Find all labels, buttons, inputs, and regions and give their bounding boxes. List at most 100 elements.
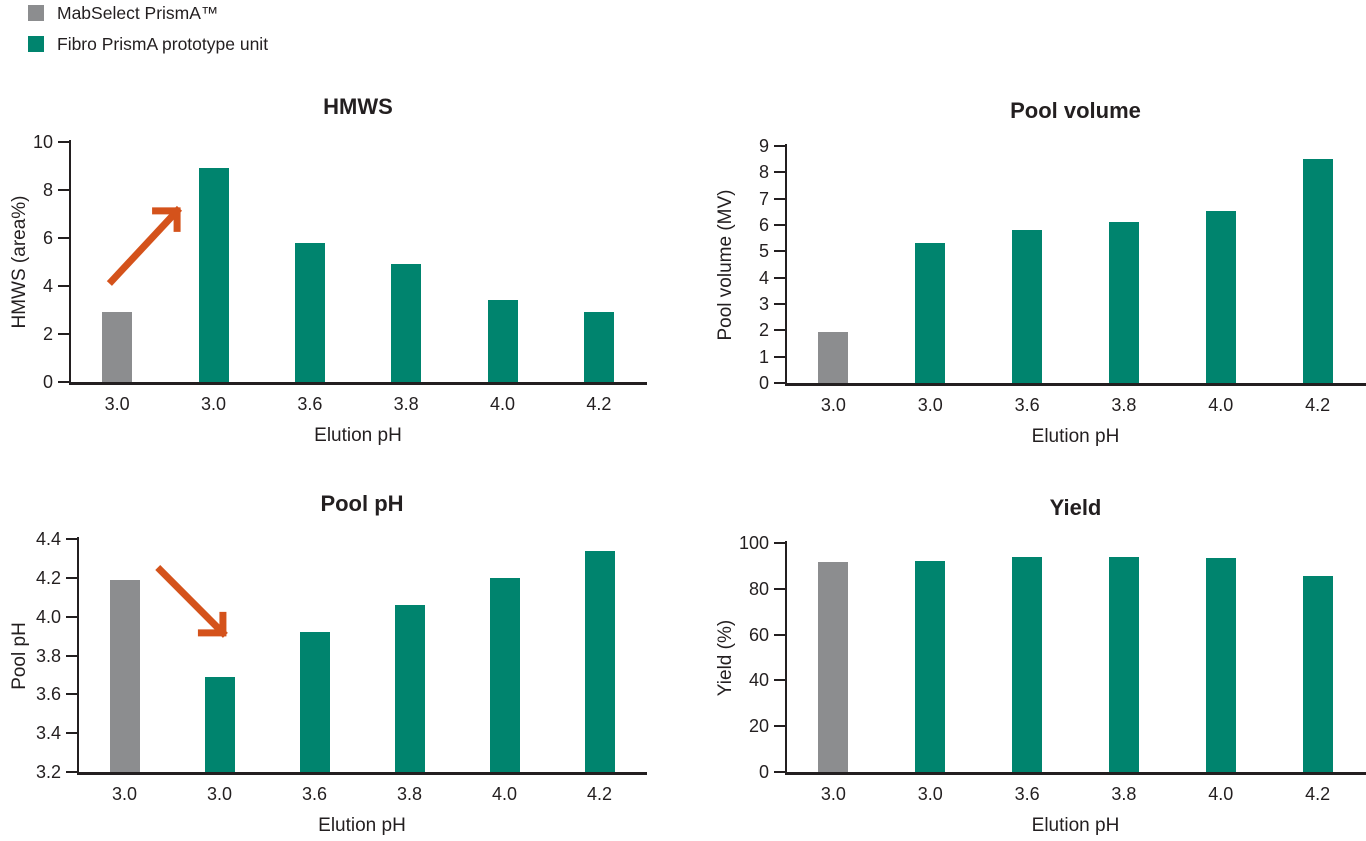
y-tick-mark: [58, 189, 69, 191]
y-axis-label: Pool volume (MV): [715, 189, 736, 340]
y-tick-label: 8: [42, 180, 53, 200]
y-tick-label: 2: [758, 320, 769, 341]
x-tick-label: 3.0: [820, 784, 846, 804]
x-tick-label: 3.0: [820, 395, 846, 415]
x-tick-label: 3.8: [396, 784, 423, 804]
chart-pool-volume: Pool volume Pool volume (MV) 0 1 2 3 4 5 6 7 8 9 3.0…: [700, 88, 1366, 460]
x-tick-label: 3.6: [1014, 784, 1040, 804]
bar-4.0-fibro: [1205, 210, 1236, 383]
y-tick-label: 4.0: [35, 606, 61, 627]
y-tick-label: 0: [42, 372, 53, 392]
y-tick-mark: [774, 355, 785, 358]
bar-4.2-fibro: [1302, 159, 1333, 383]
y-tick-mark: [66, 693, 77, 696]
y-tick-mark: [774, 250, 785, 253]
x-tick-label: 4.0: [491, 784, 518, 804]
mabselect-swatch-icon: [28, 5, 44, 21]
x-tick-label: 4.0: [489, 394, 516, 414]
x-axis: [69, 382, 647, 385]
bar-4.0-fibro: [487, 300, 518, 382]
x-tick-label: 4.2: [1305, 784, 1331, 804]
y-tick-mark: [58, 285, 69, 287]
y-tick-mark: [774, 633, 785, 636]
y-tick-mark: [774, 382, 785, 384]
x-axis: [785, 772, 1366, 775]
fibro-swatch-icon: [28, 36, 44, 52]
y-tick-label: 3: [758, 294, 769, 314]
bar-3.0-mabselect: [102, 312, 133, 382]
y-tick-label: 6: [758, 215, 769, 235]
bar-3.6-fibro: [294, 242, 325, 382]
x-tick-label: 3.0: [917, 395, 943, 415]
y-tick-label: 40: [748, 670, 769, 691]
chart-title: Pool volume: [1010, 98, 1141, 123]
bar-4.0-fibro: [1205, 557, 1236, 772]
legend-label: MabSelect PrismA™: [57, 3, 219, 23]
bar-3.0-fibro: [204, 676, 235, 772]
y-tick-label: 3.8: [35, 645, 61, 666]
y-tick-mark: [66, 615, 77, 618]
x-tick-label: 3.0: [200, 394, 227, 414]
bar-4.2-fibro: [583, 312, 614, 382]
legend-label: Fibro PrismA prototype unit: [57, 34, 269, 54]
bar-3.6-fibro: [299, 632, 330, 772]
bar-3.0-mabselect: [818, 331, 849, 383]
y-tick-mark: [774, 303, 785, 305]
y-tick-label: 1: [758, 346, 769, 367]
y-tick-label: 0: [758, 762, 769, 782]
chart-title: Pool pH: [320, 491, 404, 516]
y-tick-mark: [58, 237, 69, 239]
y-tick-mark: [58, 141, 69, 143]
x-tick-label: 3.0: [111, 784, 138, 804]
bar-3.0-fibro: [198, 168, 229, 382]
bar-3.0-mabselect: [109, 579, 140, 772]
y-tick-label: 10: [32, 132, 53, 152]
y-tick-mark: [66, 538, 77, 540]
y-tick-label: 4.4: [35, 529, 61, 549]
x-tick-label: 3.6: [1014, 395, 1040, 415]
bar-4.2-fibro: [1302, 576, 1333, 772]
bar-3.0-fibro: [915, 561, 946, 772]
legend: MabSelect PrismA™ Fibro PrismA prototype…: [28, 2, 268, 64]
y-axis: [77, 537, 79, 772]
y-tick-mark: [774, 197, 785, 200]
y-tick-mark: [774, 224, 785, 226]
y-tick-mark: [58, 381, 69, 383]
y-tick-mark: [774, 329, 785, 332]
y-tick-mark: [774, 679, 785, 682]
chart-title: HMWS: [323, 94, 393, 119]
y-tick-mark: [774, 725, 785, 728]
y-tick-label: 20: [748, 716, 769, 737]
bar-3.6-fibro: [1012, 556, 1043, 772]
y-tick-label: 3.6: [35, 684, 61, 705]
bar-3.8-fibro: [1108, 222, 1139, 383]
y-tick-label: 60: [748, 624, 769, 645]
x-axis-label: Elution pH: [314, 425, 402, 446]
y-axis: [69, 140, 71, 382]
x-tick-label: 4.0: [1208, 395, 1234, 415]
y-tick-mark: [774, 171, 785, 174]
y-tick-label: 3.4: [35, 723, 61, 744]
x-tick-label: 3.6: [301, 784, 328, 804]
y-tick-mark: [774, 145, 785, 147]
bar-3.8-fibro: [1108, 556, 1139, 772]
y-tick-mark: [66, 654, 77, 657]
y-axis-label: HMWS (area%): [9, 195, 30, 329]
x-tick-label: 3.8: [1111, 395, 1137, 415]
y-tick-mark: [66, 732, 77, 735]
x-tick-label: 3.0: [206, 784, 233, 804]
y-tick-label: 9: [758, 136, 769, 156]
y-tick-label: 5: [758, 241, 769, 262]
chart-yield: Yield Yield (%) 0 20 40 60 80 100 3.0 3.0 3.6 3.8 4.…: [700, 478, 1366, 841]
x-axis-label: Elution pH: [1031, 426, 1120, 447]
y-axis: [785, 541, 787, 772]
bar-4.2-fibro: [584, 550, 615, 772]
chart-title: Yield: [1049, 495, 1102, 520]
y-tick-label: 8: [758, 162, 769, 183]
y-tick-label: 6: [42, 228, 53, 248]
y-tick-mark: [66, 576, 77, 579]
chart-hmws: HMWS HMWS (area%) 0 2 4 6 8 10 3.0 3.0 3.6 3.8 4.0 4.…: [0, 88, 683, 460]
y-axis: [785, 144, 787, 383]
y-tick-label: 2: [42, 324, 53, 344]
